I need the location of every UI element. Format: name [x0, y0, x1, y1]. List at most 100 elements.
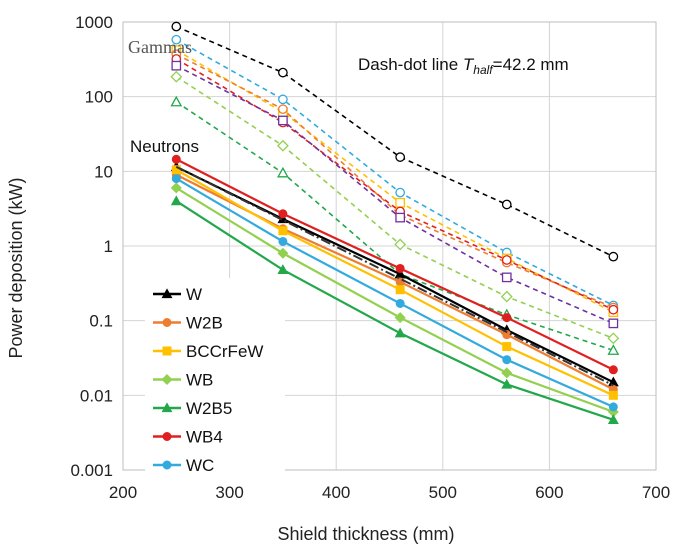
legend-swatch-marker: [162, 432, 172, 441]
legend-swatch-marker: [161, 402, 173, 413]
series-gammas: [171, 34, 619, 311]
x-tick-label: 500: [429, 483, 457, 502]
series-wb: [170, 182, 619, 418]
data-point: [500, 290, 513, 303]
series-wb4: [171, 154, 618, 375]
data-point: [171, 154, 181, 164]
legend-label: BCCrFeW: [186, 342, 263, 361]
data-point: [395, 212, 406, 223]
neutrons-label: Neutrons: [130, 137, 199, 156]
legend-item-w: W: [153, 285, 202, 304]
data-point: [607, 344, 620, 355]
data-point: [501, 255, 512, 265]
series-bccrfew: [171, 165, 618, 400]
data-point: [171, 174, 181, 184]
data-point: [170, 95, 183, 107]
data-point: [501, 367, 513, 379]
y-tick-label: 0.1: [89, 312, 113, 331]
data-point: [171, 21, 182, 32]
data-point: [608, 304, 619, 315]
legend-item-wb: WB: [153, 371, 213, 390]
dashdot-sub: half: [473, 63, 494, 77]
legend-swatch-marker: [161, 373, 173, 386]
data-point: [394, 238, 407, 251]
data-point: [171, 60, 182, 71]
legend-swatch-marker: [162, 318, 172, 327]
data-point: [394, 312, 406, 324]
series-w2b5: [170, 195, 619, 424]
data-point: [170, 70, 183, 83]
legend-label: W2B: [186, 314, 223, 333]
y-axis-title: Power deposition (kW): [6, 177, 26, 358]
data-point: [170, 195, 182, 206]
data-point: [395, 298, 405, 308]
legend-swatch-marker: [161, 288, 173, 299]
legend-swatch-marker: [162, 460, 172, 470]
x-tick-label: 300: [215, 483, 243, 502]
legend-label: WB: [186, 371, 213, 390]
data-point: [278, 236, 288, 246]
x-axis-title: Shield thickness (mm): [277, 524, 454, 544]
data-point: [395, 152, 406, 162]
gammas-label: Gammas: [128, 37, 192, 57]
data-point: [276, 139, 289, 152]
legend-label: W: [186, 285, 202, 304]
x-tick-label: 400: [322, 483, 350, 502]
y-tick-label: 1000: [75, 13, 113, 32]
data-point: [278, 226, 288, 236]
legend-item-bccrfew: BCCrFeW: [153, 342, 263, 361]
data-point: [278, 209, 288, 219]
dashdot-fit-line: [175, 165, 614, 387]
data-point: [607, 332, 620, 345]
legend-label: WC: [186, 456, 214, 475]
data-point: [395, 187, 406, 198]
y-tick-labels: 0.001 0.01 0.1 1 10 100 1000: [70, 13, 113, 480]
legend-swatch-marker: [162, 346, 172, 356]
y-tick-label: 0.001: [70, 461, 113, 480]
data-point: [278, 67, 288, 78]
series-gammas: [170, 70, 620, 345]
data-point: [278, 94, 288, 105]
series-gammas: [171, 45, 619, 318]
data-point: [501, 199, 512, 210]
data-point: [170, 182, 182, 194]
y-tick-label: 10: [94, 162, 113, 181]
data-point: [394, 327, 406, 338]
legend-item-w2b5: W2B5: [153, 399, 232, 418]
data-point: [608, 318, 619, 329]
series-line: [175, 53, 614, 309]
data-point: [276, 166, 289, 178]
dashdot-suffix: =42.2 mm: [493, 55, 569, 74]
series-gammas: [171, 60, 619, 329]
y-tick-label: 100: [85, 88, 113, 107]
x-tick-labels: 200 300 400 500 600 700: [109, 483, 670, 502]
y-tick-label: 1: [104, 237, 113, 256]
data-point: [501, 378, 513, 389]
x-tick-label: 600: [535, 483, 563, 502]
data-point: [502, 342, 512, 352]
data-point: [395, 197, 406, 208]
y-tick-label: 0.01: [80, 386, 113, 405]
data-point: [278, 115, 288, 126]
data-point: [171, 34, 182, 45]
series-layer: [170, 21, 620, 424]
data-point: [607, 414, 619, 424]
plot-frame: [122, 21, 657, 471]
legend-item-w2b: W2B: [153, 314, 223, 333]
x-tick-label: 700: [642, 483, 670, 502]
series-line: [175, 49, 614, 313]
legend-label: W2B5: [186, 399, 232, 418]
data-point: [277, 264, 289, 274]
dashdot-annotation: Dash-dot line Thalf=42.2 mm: [358, 55, 569, 77]
series-line: [175, 25, 614, 258]
data-point: [608, 402, 618, 412]
data-point: [501, 272, 512, 283]
series-gammas: [171, 21, 619, 262]
data-point: [608, 365, 618, 375]
legend-item-wc: WC: [153, 456, 214, 475]
legend-label: WB4: [186, 428, 223, 447]
legend-item-wb4: WB4: [153, 428, 223, 447]
data-point: [502, 355, 512, 365]
data-point: [395, 285, 405, 295]
